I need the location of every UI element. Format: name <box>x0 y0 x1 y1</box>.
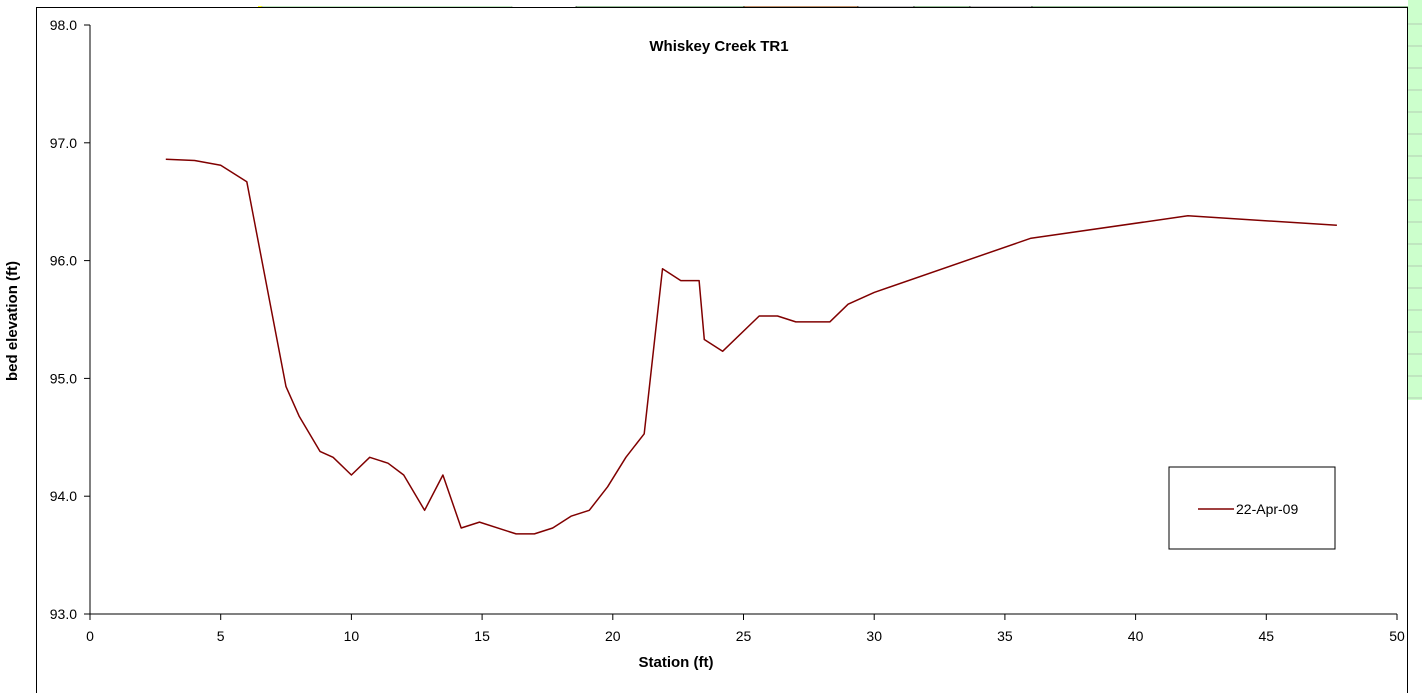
x-axis-label: Station (ft) <box>639 654 714 671</box>
legend-box <box>1168 466 1336 550</box>
x-tick-label: 5 <box>217 628 225 644</box>
x-tick-label: 20 <box>605 628 621 644</box>
y-tick-label: 97.0 <box>50 135 77 151</box>
chart-title: Whiskey Creek TR1 <box>649 38 788 55</box>
x-tick-label: 35 <box>997 628 1013 644</box>
x-tick-label: 50 <box>1389 628 1405 644</box>
series-layer <box>165 158 1337 535</box>
y-axis-label: bed elevation (ft) <box>4 261 21 381</box>
y-tick-label: 98.0 <box>50 17 77 33</box>
y-tick-label: 93.0 <box>50 606 77 622</box>
x-tick-label: 45 <box>1259 628 1275 644</box>
legend-label: 22-Apr-09 <box>1236 501 1298 517</box>
x-tick-label: 30 <box>866 628 882 644</box>
y-tick-label: 94.0 <box>50 488 77 504</box>
series-line-0 <box>165 158 1337 535</box>
y-tick-label: 96.0 <box>50 253 77 269</box>
y-tick-label: 95.0 <box>50 370 77 386</box>
x-tick-label: 25 <box>736 628 752 644</box>
chart-area[interactable] <box>36 7 1408 693</box>
axes: 0 5 10 15 20 25 30 35 40 45 50 93.0 94.0 95.0 96.0 97.0… <box>50 17 1405 644</box>
x-tick-label: 40 <box>1128 628 1144 644</box>
x-tick-label: 0 <box>86 628 94 644</box>
spreadsheet-right-strip <box>1408 0 1422 400</box>
x-tick-label: 15 <box>474 628 490 644</box>
spreadsheet-cells-right-edge <box>1408 0 1422 400</box>
x-tick-label: 10 <box>344 628 360 644</box>
